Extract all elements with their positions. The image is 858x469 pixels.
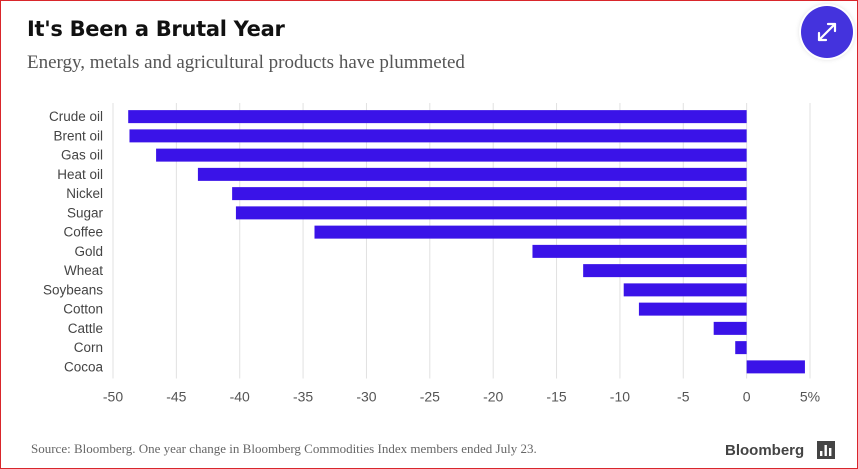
- category-label: Cattle: [68, 321, 103, 336]
- category-label: Gold: [74, 244, 103, 259]
- bar: [314, 225, 747, 239]
- bar: [638, 302, 747, 316]
- bar: [156, 148, 747, 162]
- bar: [197, 167, 747, 181]
- bar: [623, 283, 747, 297]
- x-tick-label: -30: [356, 389, 376, 405]
- expand-arrows-icon: [817, 22, 837, 42]
- bar: [128, 110, 747, 124]
- x-tick-label: 0: [743, 389, 751, 405]
- x-tick-label: -20: [483, 389, 503, 405]
- category-label: Coffee: [63, 225, 103, 240]
- bar: [735, 341, 747, 355]
- x-tick-label: -40: [230, 389, 250, 405]
- brand-logo-text: Bloomberg: [725, 442, 805, 459]
- x-tick-label: 5%: [800, 389, 820, 405]
- bar: [583, 264, 747, 278]
- category-label: Heat oil: [57, 167, 103, 182]
- expand-button[interactable]: [801, 6, 853, 58]
- bar: [746, 360, 805, 374]
- category-label: Gas oil: [61, 148, 103, 163]
- category-label: Wheat: [64, 263, 103, 278]
- bar: [713, 321, 747, 335]
- category-label: Sugar: [67, 205, 104, 220]
- x-tick-label: -25: [420, 389, 440, 405]
- chart-title: It's Been a Brutal Year: [27, 17, 285, 41]
- bar: [232, 187, 747, 201]
- x-tick-label: -45: [166, 389, 186, 405]
- category-label: Brent oil: [53, 128, 103, 143]
- category-label: Soybeans: [43, 282, 103, 297]
- bar-chart-logo-icon: [817, 441, 835, 459]
- x-tick-label: -35: [293, 389, 313, 405]
- bar: [532, 244, 747, 258]
- x-tick-label: -15: [546, 389, 566, 405]
- x-tick-label: -10: [610, 389, 630, 405]
- x-tick-label: -50: [103, 389, 123, 405]
- bar: [129, 129, 747, 143]
- chart-subtitle: Energy, metals and agricultural products…: [27, 52, 465, 73]
- category-label: Nickel: [66, 186, 103, 201]
- category-label: Cocoa: [64, 359, 104, 374]
- category-label: Cotton: [63, 302, 103, 317]
- category-label: Corn: [74, 340, 103, 355]
- category-label: Crude oil: [49, 109, 103, 124]
- bar: [235, 206, 747, 220]
- x-tick-label: -5: [677, 389, 690, 405]
- source-note: Source: Bloomberg. One year change in Bl…: [31, 441, 537, 456]
